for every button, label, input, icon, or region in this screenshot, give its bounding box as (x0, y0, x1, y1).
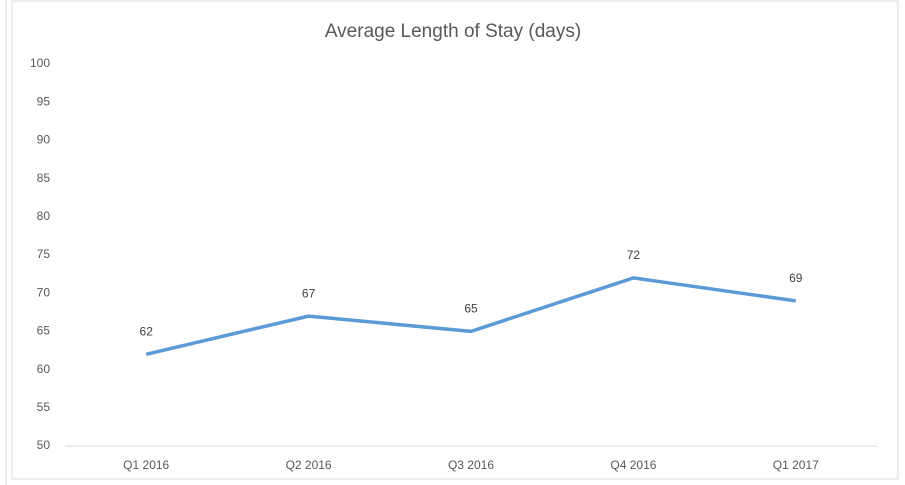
data-label: 67 (302, 286, 316, 300)
chart-frame (11, 0, 899, 480)
y-tick-label: 85 (37, 171, 51, 185)
line-series (145, 276, 797, 357)
y-tick-label: 50 (37, 438, 51, 452)
x-tick-label: Q1 2016 (123, 458, 169, 472)
y-tick-label: 75 (37, 247, 51, 261)
data-label: 62 (140, 324, 154, 338)
x-tick-label: Q2 2016 (286, 458, 332, 472)
y-tick-label: 70 (37, 285, 51, 299)
y-tick-label: 60 (37, 362, 51, 376)
data-label: 65 (464, 302, 478, 316)
data-label: 69 (789, 271, 803, 285)
y-tick-label: 100 (30, 56, 50, 70)
y-tick-label: 80 (37, 209, 51, 223)
y-tick-label: 90 (37, 133, 51, 147)
x-tick-label: Q3 2016 (448, 458, 494, 472)
y-tick-label: 65 (37, 324, 51, 338)
y-tick-label: 95 (37, 94, 51, 108)
y-tick-label: 55 (37, 400, 51, 414)
data-label: 72 (627, 248, 641, 262)
x-tick-label: Q1 2017 (773, 458, 819, 472)
chart-title: Average Length of Stay (days) (325, 21, 581, 42)
x-tick-label: Q4 2016 (610, 458, 656, 472)
